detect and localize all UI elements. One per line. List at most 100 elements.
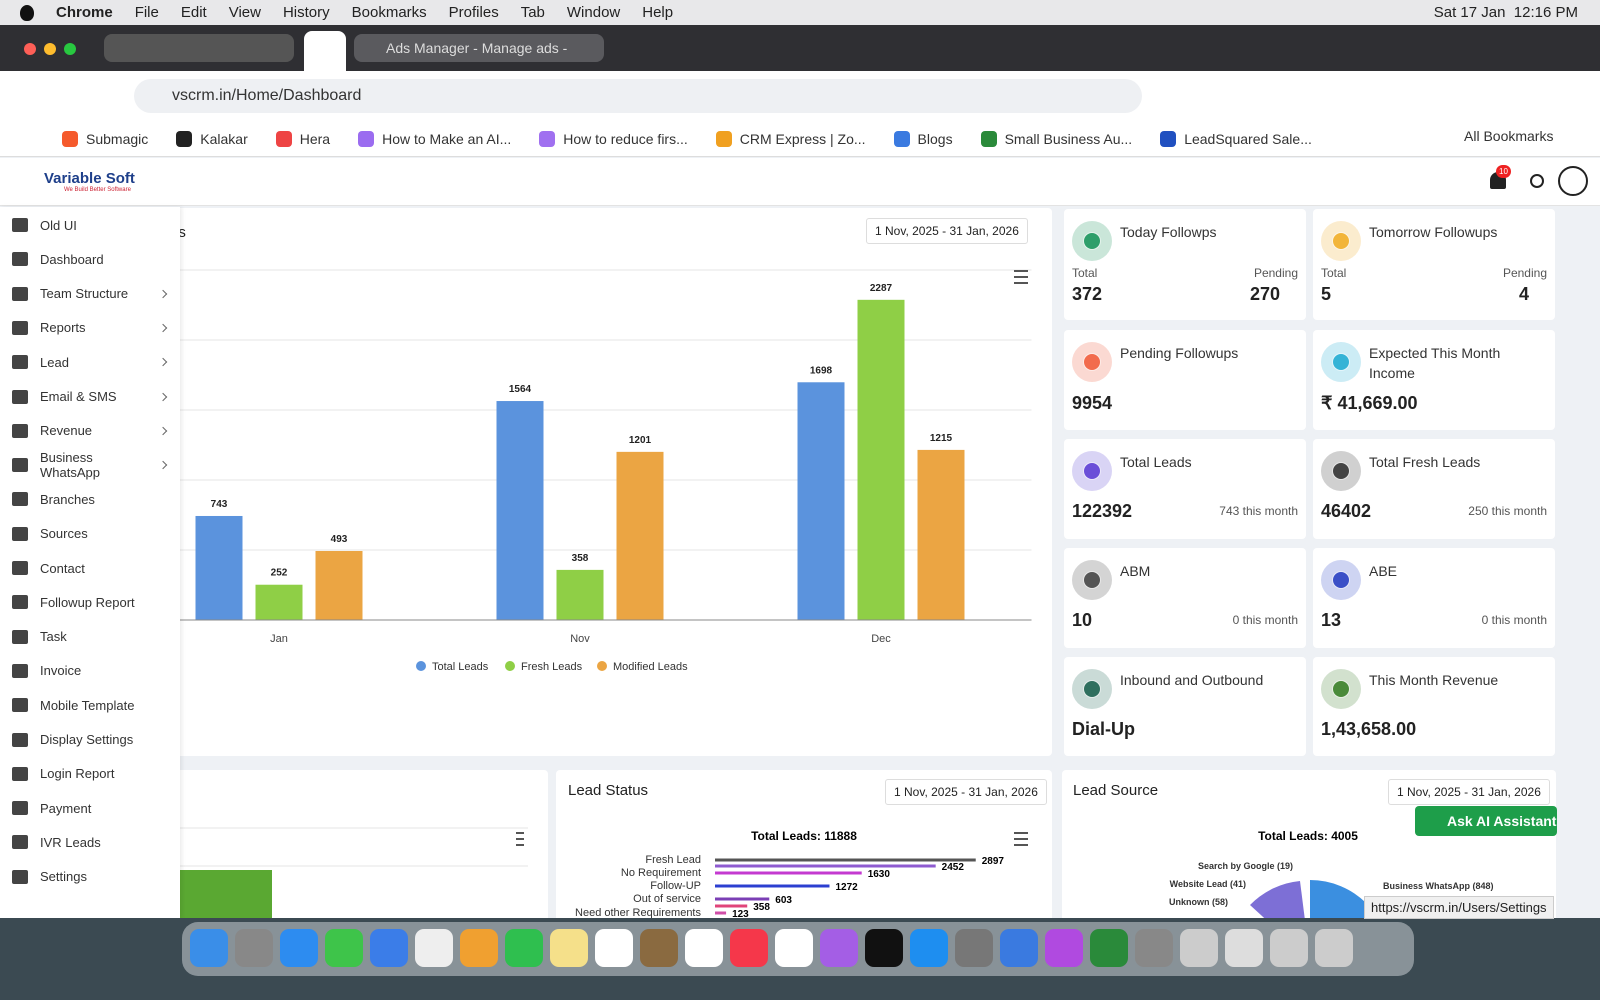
- dock-icon[interactable]: [280, 929, 318, 967]
- ask-ai-button[interactable]: Ask AI Assistant: [1415, 806, 1557, 836]
- sidebar-label: Old UI: [40, 217, 77, 233]
- bookmark[interactable]: Submagic: [62, 130, 148, 147]
- sidebar-item[interactable]: Login Report: [12, 764, 172, 784]
- search-icon[interactable]: [1530, 174, 1544, 188]
- menu-item[interactable]: Profiles: [448, 4, 499, 21]
- menu-item[interactable]: File: [134, 4, 159, 21]
- logo[interactable]: Variable Soft: [44, 170, 135, 187]
- stat-card: Inbound and Outbound Dial-Up: [1064, 657, 1306, 756]
- card-label: Total: [1321, 266, 1347, 280]
- dock-icon[interactable]: [1270, 929, 1308, 967]
- sidebar-item[interactable]: Followup Report: [12, 592, 172, 612]
- card-value: 13: [1321, 610, 1342, 630]
- sidebar-item[interactable]: Email & SMS: [12, 387, 172, 407]
- dock-icon[interactable]: [460, 929, 498, 967]
- bookmark[interactable]: Kalakar: [176, 130, 248, 147]
- card-icon-dot: [1084, 233, 1100, 249]
- window-max[interactable]: [64, 43, 76, 55]
- address-bar[interactable]: vscrm.in/Home/Dashboard: [134, 79, 1142, 113]
- dock-icon[interactable]: [505, 929, 543, 967]
- sidebar-item[interactable]: Invoice: [12, 661, 172, 681]
- dock-icon[interactable]: [1000, 929, 1038, 967]
- dock-icon[interactable]: [685, 929, 723, 967]
- sidebar-item[interactable]: Revenue: [12, 421, 172, 441]
- dock-icon[interactable]: [1315, 929, 1353, 967]
- dock-icon[interactable]: [325, 929, 363, 967]
- date-picker[interactable]: 1 Nov, 2025 - 31 Jan, 2026: [866, 218, 1028, 244]
- dock-icon[interactable]: [955, 929, 993, 967]
- sidebar-item[interactable]: IVR Leads: [12, 832, 172, 852]
- all-bookmarks[interactable]: All Bookmarks: [1464, 128, 1554, 144]
- dock-icon[interactable]: [1090, 929, 1128, 967]
- dock-icon[interactable]: [820, 929, 858, 967]
- dock-icon[interactable]: [1225, 929, 1263, 967]
- bookmark-label: Blogs: [917, 130, 953, 147]
- dock-icon[interactable]: [190, 929, 228, 967]
- menu-item[interactable]: Edit: [180, 4, 207, 21]
- sidebar-item[interactable]: Business WhatsApp: [12, 450, 172, 480]
- pinned-tabs[interactable]: [104, 34, 294, 62]
- menu-item[interactable]: Window: [566, 4, 621, 21]
- bookmark-icon: [176, 130, 193, 147]
- bookmark[interactable]: CRM Express | Zo...: [715, 130, 866, 147]
- dock-icon[interactable]: [1045, 929, 1083, 967]
- sidebar-item[interactable]: Dashboard: [12, 249, 172, 269]
- apple-icon[interactable]: [20, 4, 34, 21]
- dock-icon[interactable]: [595, 929, 633, 967]
- bookmark[interactable]: How to Make an AI...: [358, 130, 511, 147]
- sidebar-item[interactable]: Mobile Template: [12, 695, 172, 715]
- toolbar: vscrm.in/Home/Dashboard: [0, 71, 1600, 121]
- dock-icon[interactable]: [235, 929, 273, 967]
- bookmark[interactable]: How to reduce firs...: [539, 130, 688, 147]
- dock-icon[interactable]: [910, 929, 948, 967]
- bookmark[interactable]: Blogs: [893, 130, 953, 147]
- active-tab[interactable]: [304, 31, 346, 71]
- card-value: 270: [1249, 284, 1280, 304]
- sidebar-item[interactable]: Task: [12, 627, 172, 647]
- dock-icon[interactable]: [370, 929, 408, 967]
- bookmark-icon: [980, 130, 997, 147]
- sidebar-item[interactable]: Display Settings: [12, 730, 172, 750]
- dock-icon[interactable]: [550, 929, 588, 967]
- sidebar-label: Email & SMS: [40, 389, 117, 404]
- bookmark[interactable]: Hera: [275, 130, 330, 147]
- menu-item[interactable]: Tab: [520, 4, 545, 21]
- app-name[interactable]: Chrome: [56, 4, 113, 21]
- sidebar-label: Branches: [40, 491, 95, 507]
- sidebar-item[interactable]: Sources: [12, 524, 172, 544]
- card-label: Total: [1072, 266, 1098, 280]
- window-min[interactable]: [44, 43, 56, 55]
- sidebar-item[interactable]: Payment: [12, 798, 172, 818]
- dock-icon[interactable]: [640, 929, 678, 967]
- sidebar-item[interactable]: Settings: [12, 867, 172, 887]
- menu-item[interactable]: History: [282, 4, 330, 21]
- sidebar-item[interactable]: Team Structure: [12, 284, 172, 304]
- dock: [182, 922, 1414, 976]
- bookmark-icon: [715, 130, 732, 147]
- stat-card: Total Leads 122392 743 this month: [1064, 439, 1306, 539]
- sidebar-item[interactable]: Branches: [12, 489, 172, 509]
- tab[interactable]: Ads Manager - Manage ads -: [354, 34, 604, 62]
- bookmark[interactable]: Small Business Au...: [980, 130, 1132, 147]
- bookmark-icon: [539, 130, 556, 147]
- date-picker[interactable]: 1 Nov, 2025 - 31 Jan, 2026: [885, 779, 1047, 805]
- sidebar-item[interactable]: Reports: [12, 318, 172, 338]
- dock-icon[interactable]: [1135, 929, 1173, 967]
- menu-item[interactable]: Help: [642, 4, 674, 21]
- dock-icon[interactable]: [415, 929, 453, 967]
- sidebar-item[interactable]: Contact: [12, 558, 172, 578]
- sidebar-icon: [12, 629, 28, 644]
- bookmark[interactable]: LeadSquared Sale...: [1160, 130, 1312, 147]
- sidebar-item[interactable]: Lead: [12, 352, 172, 372]
- dock-icon[interactable]: [865, 929, 903, 967]
- card-value: ₹ 41,669.00: [1321, 393, 1418, 413]
- menu-item[interactable]: View: [228, 4, 261, 21]
- window-close[interactable]: [24, 43, 36, 55]
- dock-icon[interactable]: [775, 929, 813, 967]
- dock-icon[interactable]: [1180, 929, 1218, 967]
- menu-item[interactable]: Bookmarks: [351, 4, 427, 21]
- sidebar-item[interactable]: Old UI: [12, 215, 172, 235]
- avatar[interactable]: [1558, 166, 1588, 196]
- dock-icon[interactable]: [730, 929, 768, 967]
- date-picker[interactable]: 1 Nov, 2025 - 31 Jan, 2026: [1388, 779, 1550, 805]
